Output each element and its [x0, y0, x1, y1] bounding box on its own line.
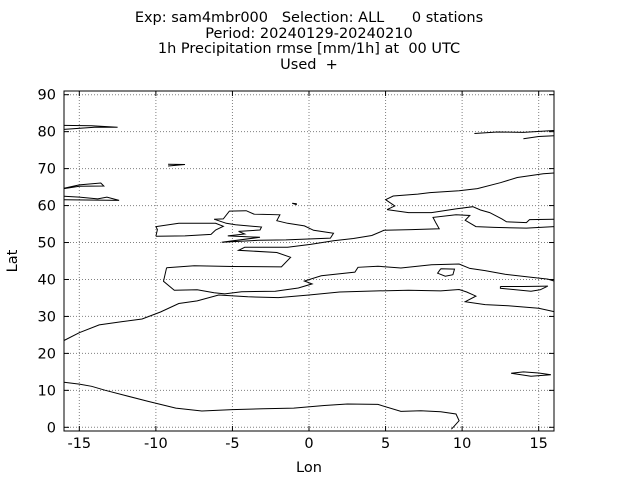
y-tick-label: 80: [38, 125, 56, 141]
title-experiment-line: Exp: sam4mbr000 Selection: ALL 0 station…: [134, 10, 484, 26]
coastline: [213, 210, 335, 243]
coastline: [474, 130, 555, 134]
y-tick-label: 70: [38, 162, 56, 178]
coastline: [63, 288, 555, 341]
axis-ticks: -15 -10 -5 0 5 10 15 0 10 20 30 40 50 60 70 80 90: [38, 88, 554, 452]
x-axis-label: Lon: [296, 460, 322, 476]
coastline: [292, 202, 297, 206]
y-tick-label: 0: [47, 420, 56, 436]
coastlines: [63, 124, 555, 430]
title-period-line: Period: 20240129-20240210: [205, 25, 413, 42]
y-axis-label: Lat: [5, 249, 21, 272]
chart-title: Exp: sam4mbr000 Selection: ALL 0 station…: [0, 10, 618, 73]
coastline: [63, 381, 460, 430]
coastline: [168, 163, 186, 167]
y-tick-label: 30: [38, 309, 56, 325]
y-tick-label: 60: [38, 199, 56, 215]
x-tick-label: 10: [453, 436, 471, 452]
x-tick-label: -15: [67, 436, 91, 452]
coastline: [63, 124, 118, 130]
title-variable-line: 1h Precipitation rmse [mm/1h] at 00 UTC: [157, 41, 461, 57]
x-tick-label: -5: [225, 436, 239, 452]
x-tick-label: 15: [529, 436, 547, 452]
y-tick-label: 90: [38, 88, 56, 104]
coastline: [63, 195, 120, 201]
title-used-line: Used +: [280, 56, 338, 73]
y-tick-label: 50: [38, 236, 56, 252]
coastline: [511, 371, 551, 377]
coastline: [384, 172, 555, 211]
y-tick-label: 40: [38, 272, 56, 288]
coastline: [499, 285, 549, 292]
coastline: [155, 222, 225, 237]
coastline: [166, 214, 555, 269]
coastline: [436, 268, 456, 277]
y-tick-label: 20: [38, 346, 56, 362]
coastline: [523, 135, 555, 140]
y-tick-label: 10: [38, 383, 56, 399]
x-tick-label: 5: [381, 436, 390, 452]
coastline: [387, 206, 555, 224]
grid-lines: [64, 91, 554, 431]
coastline: [162, 263, 555, 295]
coastline: [63, 182, 105, 190]
x-tick-label: -10: [144, 436, 168, 452]
x-tick-label: 0: [304, 436, 313, 452]
